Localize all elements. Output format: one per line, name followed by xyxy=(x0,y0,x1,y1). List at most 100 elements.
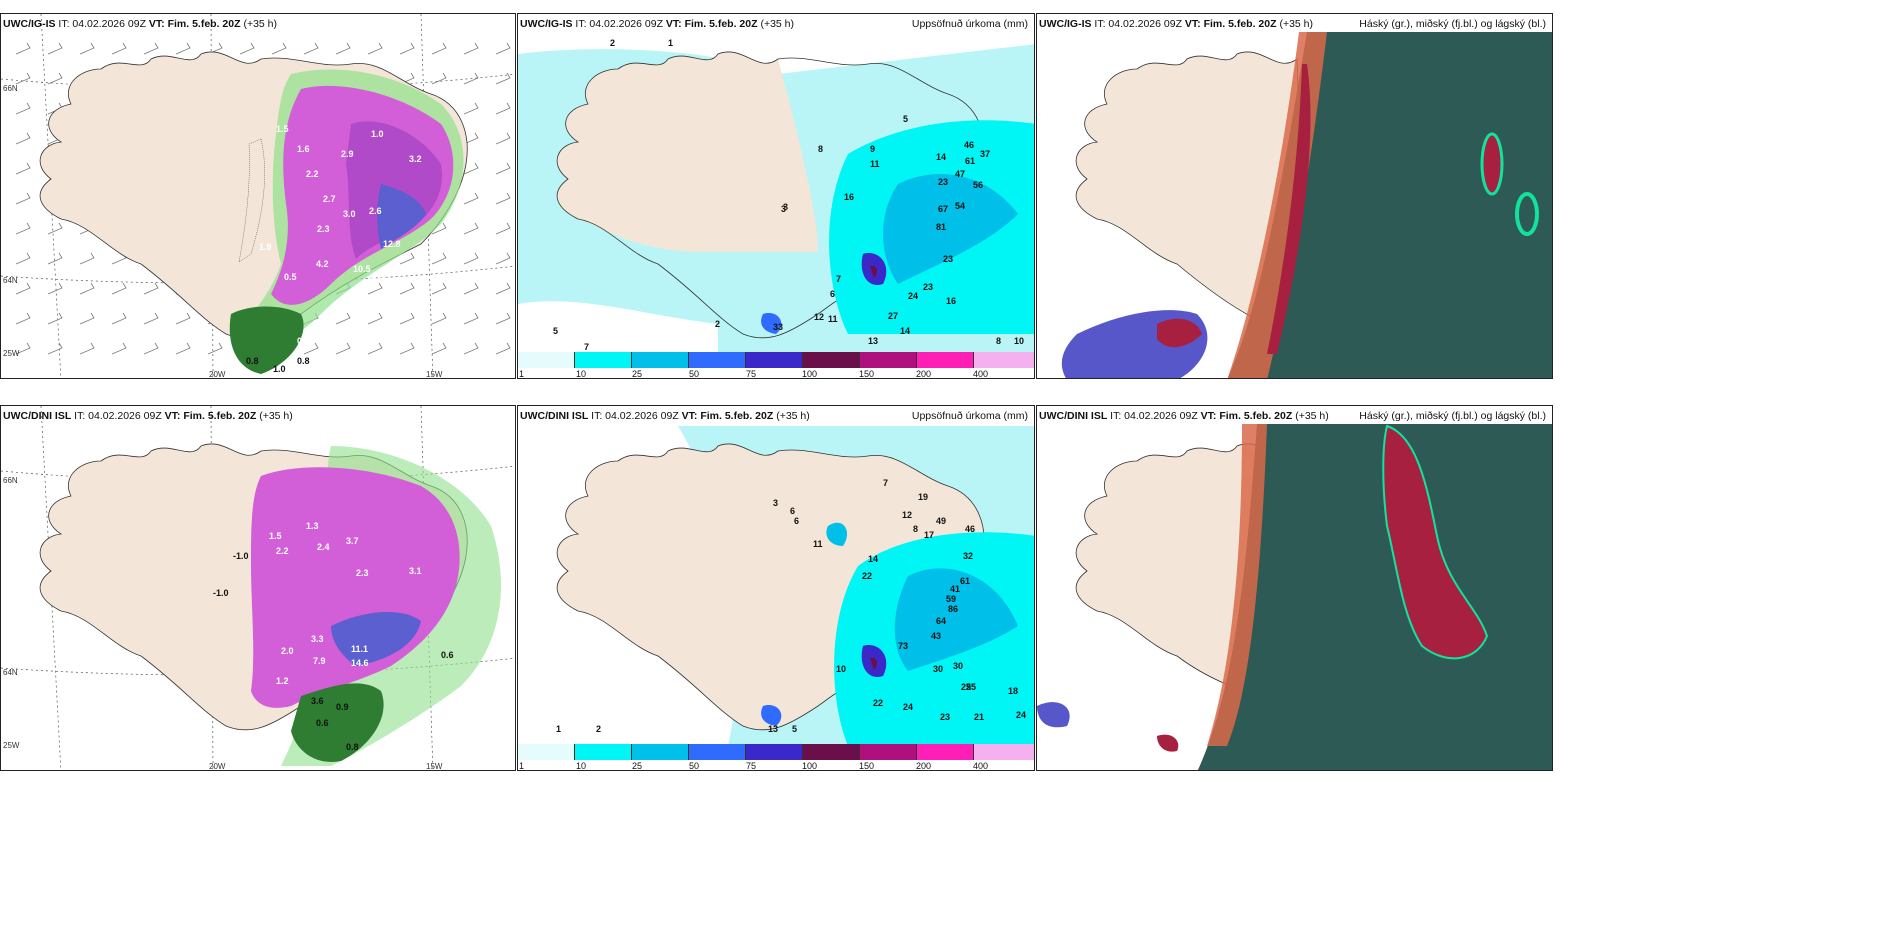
value-label: 61 xyxy=(960,576,971,586)
wind-barb xyxy=(111,312,127,325)
value-label: 13 xyxy=(868,336,879,346)
value-label: 0.3 xyxy=(297,336,310,346)
wind-barb xyxy=(399,342,415,355)
value-label: 14 xyxy=(936,152,947,162)
wind-barb xyxy=(399,42,415,55)
value-label: 14 xyxy=(868,554,879,564)
wind-barb xyxy=(47,312,63,325)
wind-barb xyxy=(111,282,127,295)
wind-barb xyxy=(207,342,223,355)
wind-barb xyxy=(399,312,415,325)
value-label: 3.0 xyxy=(343,209,356,219)
value-label: 8 xyxy=(818,144,824,154)
value-label: 11 xyxy=(813,539,823,549)
value-label: 11 xyxy=(828,314,838,324)
wind-barb xyxy=(79,312,95,325)
colorbar-tick: 50 xyxy=(689,761,700,771)
value-label: 59 xyxy=(946,594,957,604)
value-label: 7 xyxy=(584,342,590,352)
wind-barb xyxy=(431,312,447,325)
wind-barb xyxy=(15,72,31,85)
value-label: 7.9 xyxy=(313,656,326,666)
value-label: 32 xyxy=(963,551,974,561)
precipitation-map xyxy=(518,32,1034,354)
cloud-cover-map xyxy=(1037,424,1552,770)
wind-barb xyxy=(15,162,31,175)
wind-barb xyxy=(47,342,63,355)
value-label: 43 xyxy=(931,631,942,641)
value-label: 0.9 xyxy=(336,702,349,712)
colorbar-tick: 1 xyxy=(519,369,525,379)
value-label: 2.6 xyxy=(369,206,382,216)
wind-barb xyxy=(47,282,63,295)
value-label: 41 xyxy=(950,584,961,594)
wind-barb xyxy=(495,42,511,55)
panel-field-label: Uppsöfnuð úrkoma (mm) xyxy=(911,18,1028,30)
value-label: 3.1 xyxy=(409,566,422,576)
value-label: 4.2 xyxy=(316,259,329,269)
wind-barb xyxy=(175,312,191,325)
grid-label-lat-25w: 25W xyxy=(3,741,20,750)
value-label: 16 xyxy=(844,192,855,202)
wind-barb xyxy=(111,42,127,55)
value-label: -1.0 xyxy=(233,551,249,561)
wind-barb xyxy=(495,252,511,265)
value-label: 3.7 xyxy=(346,536,359,546)
value-label: 2.2 xyxy=(276,546,289,556)
wind-barb xyxy=(15,42,31,55)
colorbar-tick: 100 xyxy=(802,761,818,771)
wind-barb xyxy=(431,252,447,265)
value-label: 23 xyxy=(938,177,949,187)
panel-title: UWC/DINI ISL IT: 04.02.2026 09Z VT: Fim.… xyxy=(520,410,810,422)
value-label: 64 xyxy=(936,616,947,626)
colorbar-tick: 25 xyxy=(632,369,643,379)
snow-depth-map xyxy=(1,14,515,378)
value-label: 2.2 xyxy=(306,169,319,179)
wind-barb xyxy=(463,192,479,205)
value-label: 0.8 xyxy=(346,742,359,752)
value-label: 37 xyxy=(980,149,991,159)
panel-bottom-right-cloud-map: UWC/DINI ISL IT: 04.02.2026 09Z VT: Fim.… xyxy=(1036,405,1553,771)
wind-barb xyxy=(15,282,31,295)
panel-bottom-left-snow-map: UWC/DINI ISL IT: 04.02.2026 09Z VT: Fim.… xyxy=(0,405,516,771)
value-label: 61 xyxy=(965,156,976,166)
wind-barb xyxy=(15,222,31,235)
panel-title: UWC/IG-IS IT: 04.02.2026 09Z VT: Fim. 5.… xyxy=(3,18,278,30)
panel-top-right-cloud-map: UWC/IG-IS IT: 04.02.2026 09Z VT: Fim. 5.… xyxy=(1036,13,1553,379)
colorbar-tick: 400 xyxy=(973,369,989,379)
value-label: 1.9 xyxy=(259,242,272,252)
wind-barb xyxy=(495,162,511,175)
wind-barb xyxy=(335,42,351,55)
wind-barb xyxy=(15,342,31,355)
wind-barb xyxy=(495,192,511,205)
colorbar-tick: 1 xyxy=(519,761,525,771)
value-label: 47 xyxy=(955,169,966,179)
wind-barb xyxy=(79,252,95,265)
value-label: 1.6 xyxy=(297,144,310,154)
value-label: 25 xyxy=(966,682,977,692)
wind-barb xyxy=(143,282,159,295)
value-label: 5 xyxy=(553,326,559,336)
value-label: 5 xyxy=(792,724,798,734)
value-label: 0.8 xyxy=(297,356,310,366)
wind-barb xyxy=(399,282,415,295)
value-label: 6 xyxy=(794,516,800,526)
wind-barb xyxy=(303,42,319,55)
value-label: -1.0 xyxy=(213,588,229,598)
snow-depth-map xyxy=(1,406,515,770)
wind-barb xyxy=(431,42,447,55)
value-label: 2 xyxy=(596,724,602,734)
value-label: 81 xyxy=(936,222,947,232)
value-label: 33 xyxy=(773,322,784,332)
value-label: 1.0 xyxy=(371,129,384,139)
wind-barb xyxy=(431,72,447,85)
panel-top-left-snow-map: UWC/IG-IS IT: 04.02.2026 09Z VT: Fim. 5.… xyxy=(0,13,516,379)
colorbar-tick: 75 xyxy=(746,369,757,379)
value-label: 2.3 xyxy=(356,568,369,578)
value-label: 1 xyxy=(668,38,674,48)
wind-barb xyxy=(431,342,447,355)
value-label: 5 xyxy=(903,114,909,124)
value-label: 1.5 xyxy=(269,531,282,541)
value-label: 23 xyxy=(940,712,951,722)
wind-barb xyxy=(79,42,95,55)
